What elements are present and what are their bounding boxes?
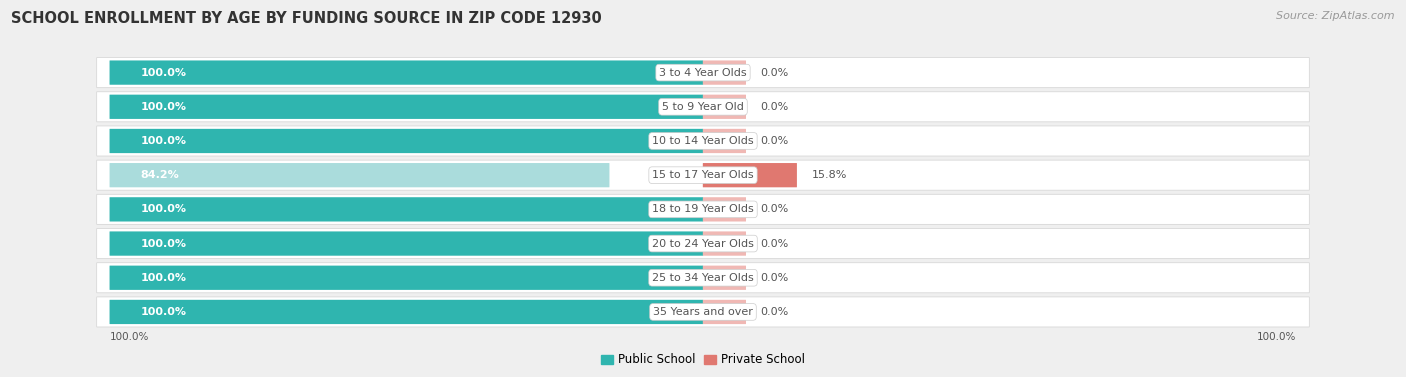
Text: 100.0%: 100.0%	[141, 239, 187, 248]
FancyBboxPatch shape	[703, 95, 747, 119]
Text: 15.8%: 15.8%	[811, 170, 846, 180]
FancyBboxPatch shape	[110, 163, 609, 187]
Text: 10 to 14 Year Olds: 10 to 14 Year Olds	[652, 136, 754, 146]
Text: 15 to 17 Year Olds: 15 to 17 Year Olds	[652, 170, 754, 180]
Text: 25 to 34 Year Olds: 25 to 34 Year Olds	[652, 273, 754, 283]
Text: 100.0%: 100.0%	[110, 331, 149, 342]
FancyBboxPatch shape	[703, 129, 747, 153]
Text: 20 to 24 Year Olds: 20 to 24 Year Olds	[652, 239, 754, 248]
Text: 0.0%: 0.0%	[761, 67, 789, 78]
Text: 84.2%: 84.2%	[141, 170, 179, 180]
FancyBboxPatch shape	[703, 163, 797, 187]
Text: Source: ZipAtlas.com: Source: ZipAtlas.com	[1277, 11, 1395, 21]
FancyBboxPatch shape	[97, 92, 1309, 122]
Text: 100.0%: 100.0%	[141, 273, 187, 283]
FancyBboxPatch shape	[97, 228, 1309, 259]
Text: 0.0%: 0.0%	[761, 307, 789, 317]
Text: 5 to 9 Year Old: 5 to 9 Year Old	[662, 102, 744, 112]
Text: 0.0%: 0.0%	[761, 239, 789, 248]
FancyBboxPatch shape	[97, 194, 1309, 224]
FancyBboxPatch shape	[110, 300, 703, 324]
FancyBboxPatch shape	[97, 126, 1309, 156]
Text: 100.0%: 100.0%	[1257, 331, 1296, 342]
FancyBboxPatch shape	[703, 300, 747, 324]
FancyBboxPatch shape	[97, 297, 1309, 327]
Text: 100.0%: 100.0%	[141, 136, 187, 146]
Text: 18 to 19 Year Olds: 18 to 19 Year Olds	[652, 204, 754, 215]
FancyBboxPatch shape	[110, 197, 703, 222]
Text: 0.0%: 0.0%	[761, 136, 789, 146]
Text: 3 to 4 Year Olds: 3 to 4 Year Olds	[659, 67, 747, 78]
FancyBboxPatch shape	[97, 160, 1309, 190]
Text: 100.0%: 100.0%	[141, 307, 187, 317]
Text: SCHOOL ENROLLMENT BY AGE BY FUNDING SOURCE IN ZIP CODE 12930: SCHOOL ENROLLMENT BY AGE BY FUNDING SOUR…	[11, 11, 602, 26]
FancyBboxPatch shape	[703, 197, 747, 222]
FancyBboxPatch shape	[703, 60, 747, 85]
Text: 100.0%: 100.0%	[141, 204, 187, 215]
Text: 0.0%: 0.0%	[761, 102, 789, 112]
Text: 100.0%: 100.0%	[141, 102, 187, 112]
FancyBboxPatch shape	[703, 266, 747, 290]
FancyBboxPatch shape	[110, 60, 703, 85]
Text: 0.0%: 0.0%	[761, 204, 789, 215]
Text: 35 Years and over: 35 Years and over	[652, 307, 754, 317]
Text: 0.0%: 0.0%	[761, 273, 789, 283]
FancyBboxPatch shape	[97, 263, 1309, 293]
FancyBboxPatch shape	[703, 231, 747, 256]
FancyBboxPatch shape	[110, 129, 703, 153]
Text: 100.0%: 100.0%	[141, 67, 187, 78]
FancyBboxPatch shape	[110, 95, 703, 119]
FancyBboxPatch shape	[110, 266, 703, 290]
Legend: Public School, Private School: Public School, Private School	[596, 349, 810, 371]
FancyBboxPatch shape	[110, 231, 703, 256]
FancyBboxPatch shape	[97, 58, 1309, 87]
